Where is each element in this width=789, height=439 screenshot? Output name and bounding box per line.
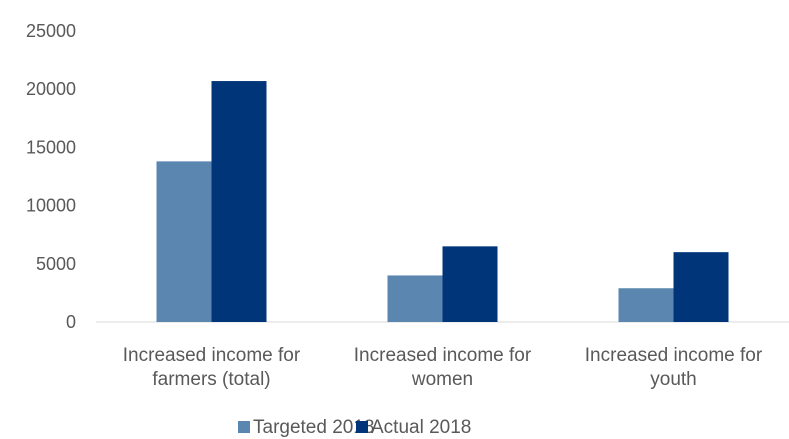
bar-targeted-2018 [156, 161, 212, 322]
legend-label: Targeted 2018 [253, 417, 375, 438]
y-tick-label: 20000 [26, 79, 76, 99]
legend-label: Actual 2018 [371, 417, 471, 438]
category-label: farmers (total) [152, 369, 270, 390]
bar-targeted-2018 [618, 288, 674, 322]
category-labels: Increased income for farmers (total) Incre… [123, 345, 763, 390]
y-tick-label: 5000 [36, 254, 76, 274]
y-tick-label: 15000 [26, 137, 76, 157]
legend-swatch [356, 421, 368, 433]
y-tick-label: 10000 [26, 196, 76, 216]
legend-swatch [238, 421, 250, 433]
y-axis-ticks: 0 5000 10000 15000 20000 25000 [26, 21, 76, 332]
category-label: Increased income for [123, 345, 301, 366]
bar-targeted-2018 [387, 275, 443, 322]
category-label: women [411, 369, 473, 390]
category-label: Increased income for [585, 345, 763, 366]
category-label: youth [650, 369, 696, 390]
bar-actual-2018 [673, 252, 729, 322]
y-tick-label: 25000 [26, 21, 76, 41]
y-tick-label: 0 [66, 312, 76, 332]
bar-actual-2018 [211, 81, 267, 322]
bar-actual-2018 [442, 246, 498, 322]
bars [156, 81, 729, 322]
category-label: Increased income for [354, 345, 532, 366]
